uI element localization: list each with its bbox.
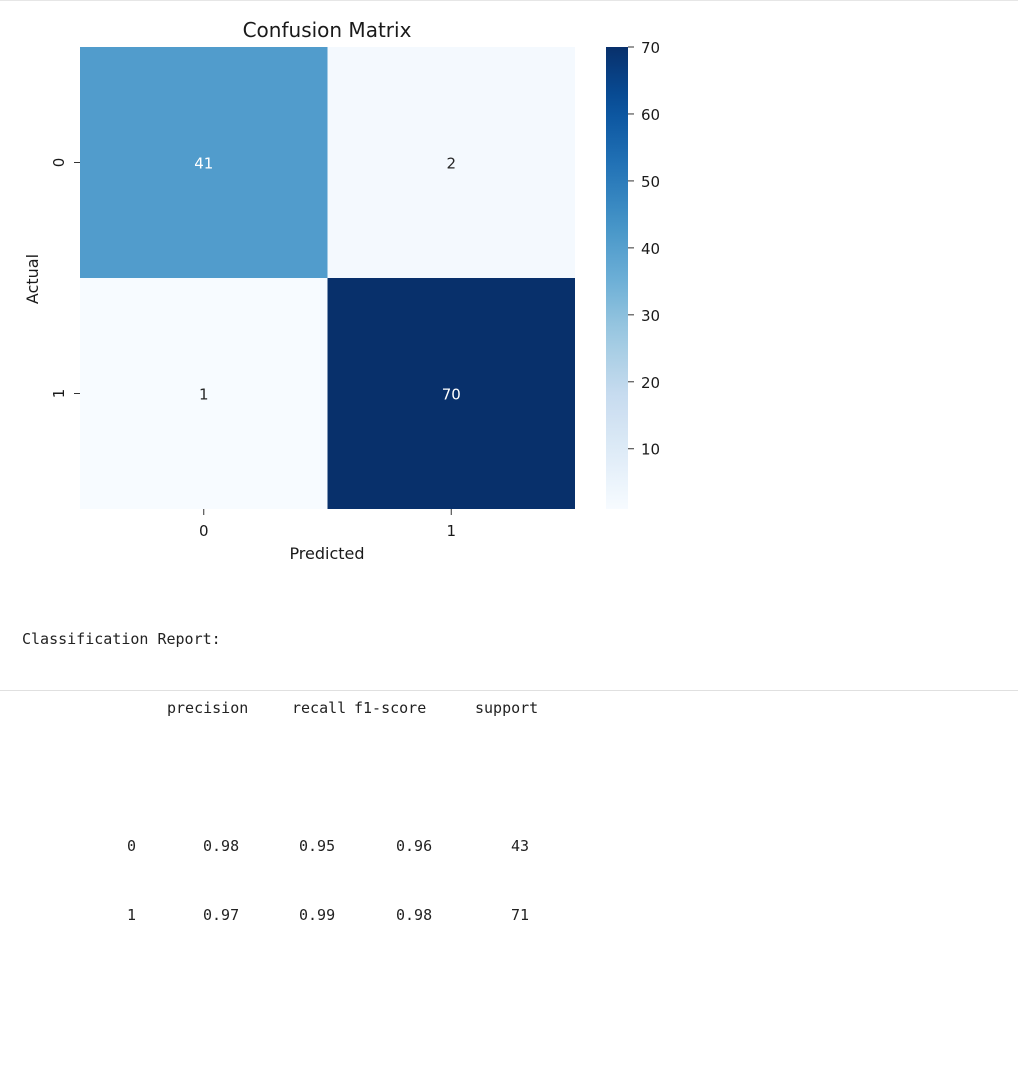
report-col-support: support <box>475 699 539 717</box>
colorbar <box>606 47 628 509</box>
report-heading: Classification Report: <box>22 630 221 648</box>
report-row-class-1: 1 0.97 0.99 0.98 71 <box>22 904 529 927</box>
heatmap-cell-1-1 <box>327 278 575 509</box>
colorbar-tick-label-1: 20 <box>641 374 660 392</box>
report-row-precision: 0.98 <box>203 837 240 855</box>
bottom-divider <box>0 690 1018 691</box>
report-col-recall: recall <box>292 699 347 717</box>
report-blank-row <box>22 766 58 789</box>
cell-annotation-0-0: 41 <box>194 155 213 173</box>
colorbar-tick-label-6: 70 <box>641 39 660 57</box>
y-axis-label: Actual <box>23 254 42 304</box>
heatmap-cells: 41 2 1 70 <box>80 47 575 509</box>
report-row-label: 1 <box>127 906 137 924</box>
report-row-class-0: 0 0.98 0.95 0.96 43 <box>22 835 529 858</box>
y-tick-label-0: 0 <box>50 158 68 168</box>
cell-annotation-1-1: 70 <box>442 386 461 404</box>
report-header-row: precision recall f1-score support <box>22 697 538 720</box>
report-col-f1-score: f1-score <box>354 699 427 717</box>
report-row-f1: 0.96 <box>396 837 433 855</box>
colorbar-tick-label-0: 10 <box>641 441 660 459</box>
colorbar-ticks: 10 20 30 40 50 60 70 <box>628 39 660 459</box>
report-row-f1: 0.98 <box>396 906 433 924</box>
report-row-support: 71 <box>511 906 530 924</box>
report-col-precision: precision <box>167 699 249 717</box>
report-row-support: 43 <box>511 837 530 855</box>
top-divider <box>0 0 1018 1</box>
colorbar-tick-label-2: 30 <box>641 307 660 325</box>
colorbar-tick-label-5: 60 <box>641 106 660 124</box>
report-row-recall: 0.99 <box>299 906 336 924</box>
report-row-recall: 0.95 <box>299 837 336 855</box>
y-tick-label-1: 1 <box>50 389 68 399</box>
report-row-precision: 0.97 <box>203 906 240 924</box>
colorbar-tick-label-3: 40 <box>641 240 660 258</box>
y-axis-ticks: 01 <box>50 158 80 399</box>
x-tick-label-0: 0 <box>199 522 209 540</box>
heatmap-cell-0-1 <box>327 47 575 278</box>
x-axis-label: Predicted <box>289 544 364 563</box>
report-row-label: 0 <box>127 837 137 855</box>
x-tick-label-1: 1 <box>446 522 456 540</box>
colorbar-tick-label-4: 50 <box>641 173 660 191</box>
classification-report: Classification Report: precision recall … <box>22 582 538 950</box>
cell-annotation-1-0: 1 <box>199 386 209 404</box>
heatmap-cell-0-0 <box>80 47 328 278</box>
cell-annotation-0-1: 2 <box>446 155 456 173</box>
report-heading-row: Classification Report: <box>22 628 221 651</box>
chart-title: Confusion Matrix <box>243 18 412 42</box>
heatmap-cell-1-0 <box>80 278 328 509</box>
